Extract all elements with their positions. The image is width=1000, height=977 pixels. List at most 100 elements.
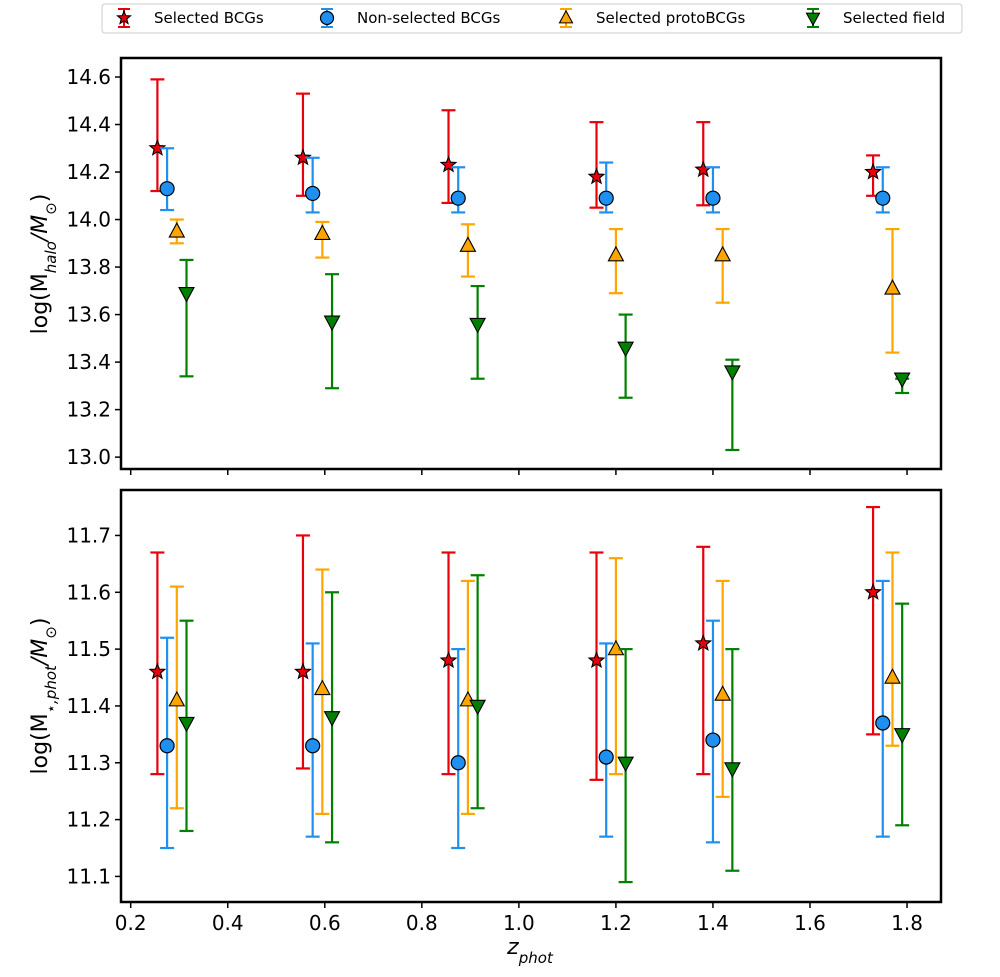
error-bar xyxy=(696,545,711,776)
data-point xyxy=(617,756,635,773)
x-tick-label: 1.0 xyxy=(503,911,535,935)
error-bar xyxy=(150,78,165,193)
error-bar xyxy=(715,227,730,304)
data-point xyxy=(607,639,625,656)
error-bar xyxy=(725,648,740,872)
y-tick-label: 13.6 xyxy=(66,303,111,327)
x-axis-label: zphot xyxy=(506,935,554,967)
legend-entry: Selected protoBCGs xyxy=(558,8,746,28)
y-tick-label: 13.4 xyxy=(66,350,111,374)
error-bar xyxy=(866,505,881,736)
data-point xyxy=(439,651,458,669)
data-point xyxy=(864,162,883,180)
data-point xyxy=(178,716,195,733)
series-non-selected-bcgs xyxy=(159,579,891,850)
data-point xyxy=(450,755,466,771)
data-point xyxy=(450,190,466,206)
series-selected-protobcgs xyxy=(168,218,901,354)
y-tick-label: 11.2 xyxy=(66,808,111,832)
series-selected-bcgs xyxy=(148,505,883,781)
data-point xyxy=(305,738,321,754)
x-tick-label: 1.2 xyxy=(600,911,632,935)
error-bar xyxy=(705,619,720,844)
error-bar xyxy=(589,121,604,209)
data-point xyxy=(313,679,331,696)
data-point xyxy=(459,236,477,252)
data-point xyxy=(439,155,458,173)
error-bar xyxy=(885,551,900,747)
y-tick-label: 11.1 xyxy=(66,864,111,888)
y-tick-label: 13.0 xyxy=(66,445,111,469)
x-tick-label: 1.6 xyxy=(794,911,826,935)
error-bar xyxy=(470,574,485,810)
legend-label: Selected protoBCGs xyxy=(596,9,746,27)
x-tick-label: 1.4 xyxy=(697,911,729,935)
halo-mass-plot-frame xyxy=(119,56,943,471)
y-tick-label: 13.8 xyxy=(66,255,111,279)
x-tick-label: 1.8 xyxy=(891,911,923,935)
error-bar xyxy=(325,273,340,390)
data-point xyxy=(168,222,186,238)
data-point xyxy=(159,181,175,197)
y-tick-label: 14.0 xyxy=(66,208,111,232)
x-tick-label: 0.4 xyxy=(212,911,244,935)
data-point xyxy=(714,245,732,262)
data-point xyxy=(313,224,331,240)
error-bar xyxy=(295,534,310,770)
data-point xyxy=(294,662,312,680)
halo-mass-y-label: log(Mhalo/M⊙) xyxy=(28,194,60,335)
data-point xyxy=(469,699,487,716)
data-point xyxy=(323,711,341,727)
y-tick-label: 11.4 xyxy=(66,694,111,718)
data-point xyxy=(884,668,901,684)
data-point xyxy=(705,190,721,206)
y-tick-label: 11.7 xyxy=(66,523,111,547)
series-selected-protobcgs xyxy=(168,551,901,816)
error-bar xyxy=(895,602,910,827)
data-point xyxy=(864,582,883,600)
data-point xyxy=(587,651,606,669)
data-point xyxy=(875,190,891,206)
x-tick-label: 0.8 xyxy=(406,911,438,935)
data-point xyxy=(723,365,741,382)
data-point xyxy=(723,762,741,778)
data-point xyxy=(884,279,901,295)
series-selected-field xyxy=(178,258,911,452)
data-point xyxy=(705,732,721,748)
legend-label: Selected BCGs xyxy=(154,9,264,27)
y-tick-label: 11.3 xyxy=(66,751,111,775)
error-bar xyxy=(608,557,623,776)
legend-label: Selected field xyxy=(843,9,945,27)
error-bar xyxy=(295,92,310,197)
y-tick-label: 14.2 xyxy=(66,160,111,184)
error-bar xyxy=(599,642,614,838)
legend-marker-triangle-up-icon xyxy=(558,9,574,24)
series-selected-bcgs xyxy=(148,78,883,209)
legend-entry: Selected BCGs xyxy=(116,8,264,28)
stellar-mass-y-label: log(M⋆,phot/M⊙) xyxy=(28,618,60,775)
legend-frame xyxy=(101,3,963,34)
y-tick-label: 14.4 xyxy=(66,113,111,137)
error-bar xyxy=(160,147,175,212)
error-bar xyxy=(875,579,890,838)
error-bar xyxy=(305,156,320,214)
legend: Selected BCGs Non-selected BCGs Selected p… xyxy=(101,3,963,34)
data-point xyxy=(148,662,167,680)
legend-entry: Non-selected BCGs xyxy=(319,8,501,28)
stellar-mass-plot-frame xyxy=(119,488,943,904)
data-point xyxy=(469,317,487,334)
error-bar xyxy=(589,551,604,781)
legend-marker-triangle-down-icon xyxy=(805,12,821,27)
y-tick-label: 14.6 xyxy=(66,65,111,89)
error-bar xyxy=(179,258,194,378)
data-point xyxy=(178,287,195,303)
data-point xyxy=(598,190,614,206)
data-point xyxy=(168,690,186,707)
x-tick-label: 0.6 xyxy=(309,911,341,935)
data-point xyxy=(159,738,175,754)
data-point xyxy=(694,634,713,652)
data-point xyxy=(598,749,614,765)
data-point xyxy=(323,315,341,332)
data-point xyxy=(875,715,891,731)
